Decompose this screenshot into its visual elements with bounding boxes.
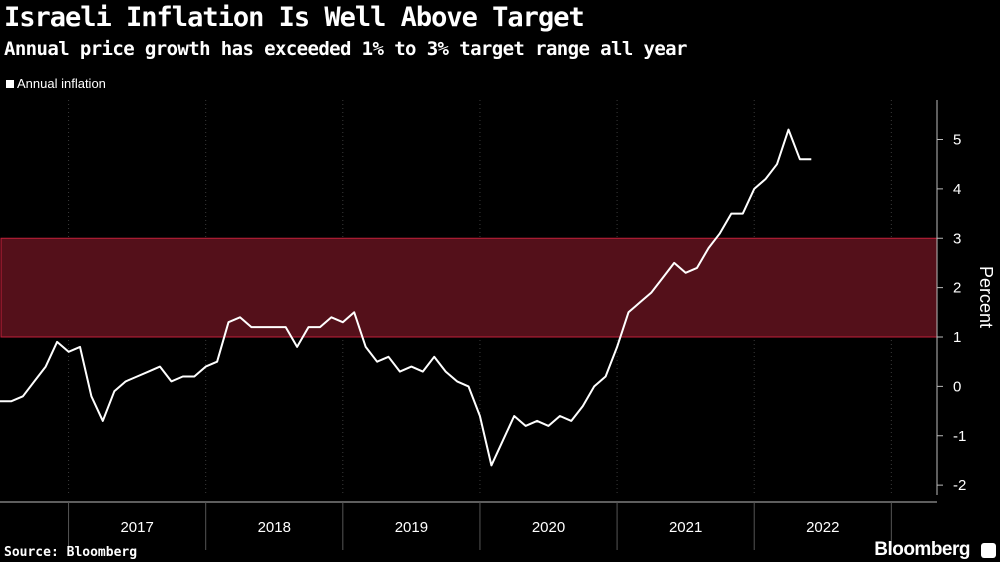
y-axis-title: Percent	[976, 266, 996, 328]
legend-label: Annual inflation	[17, 76, 106, 91]
chart-title: Israeli Inflation Is Well Above Target	[4, 2, 585, 33]
y-axis: -2 -1 0 1 2 3 4 5	[936, 100, 966, 495]
x-tick-label: 2022	[806, 519, 839, 536]
target-range-band	[0, 237, 938, 338]
chart-subtitle: Annual price growth has exceeded 1% to 3…	[4, 38, 687, 60]
y-tick-label: 0	[953, 378, 961, 395]
y-tick-label: 4	[953, 181, 961, 198]
x-tick-label: 2021	[669, 519, 702, 536]
x-tick-label: 2019	[395, 519, 428, 536]
y-tick-label: -2	[953, 477, 966, 494]
source-note: Source: Bloomberg	[4, 545, 138, 560]
legend: Annual inflation	[6, 76, 106, 91]
bloomberg-logo-icon	[981, 543, 996, 558]
x-axis: 2017 2018 2019 2020 2021 2022	[0, 501, 937, 550]
y-tick-label: 1	[953, 329, 961, 346]
x-tick-label: 2017	[120, 519, 153, 536]
y-tick-label: -1	[953, 428, 966, 445]
x-tick-label: 2020	[532, 519, 565, 536]
y-tick-label: 3	[953, 230, 961, 247]
legend-swatch	[6, 79, 14, 88]
y-tick-label: 5	[953, 132, 961, 149]
y-tick-label: 2	[953, 280, 961, 297]
annual-inflation-line	[0, 128, 812, 467]
x-tick-label: 2018	[258, 519, 291, 536]
bloomberg-logo: Bloomberg	[874, 539, 970, 560]
